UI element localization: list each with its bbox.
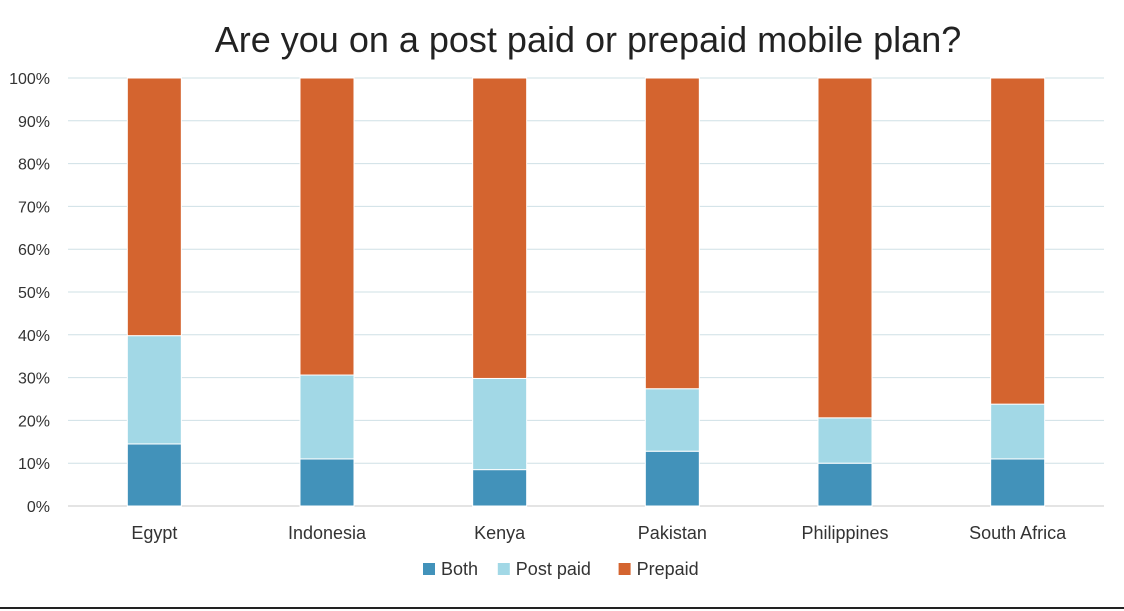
- y-tick-label: 80%: [18, 157, 50, 174]
- x-axis: Egypt Indonesia Kenya Pakistan Philippines So…: [131, 523, 1067, 543]
- bar-segment-post-paid: [126, 335, 182, 445]
- x-tick-label: Kenya: [474, 523, 526, 543]
- bar-segment-prepaid: [299, 77, 355, 376]
- y-tick-label: 10%: [18, 456, 50, 473]
- legend-swatch: [497, 563, 510, 575]
- legend-label: Prepaid: [637, 559, 699, 579]
- legend-label: Post paid: [516, 559, 591, 579]
- y-tick-label: 30%: [18, 371, 50, 388]
- bar-segment-post-paid: [817, 417, 873, 464]
- bar-segment-both: [644, 450, 700, 507]
- x-tick-label: Indonesia: [288, 523, 367, 543]
- bar-segment-both: [817, 462, 873, 507]
- bar-segment-prepaid: [472, 77, 528, 379]
- legend-label: Both: [441, 559, 478, 579]
- y-tick-label: 100%: [9, 71, 50, 88]
- bar-segment-both: [472, 469, 528, 507]
- bottom-border: [0, 607, 1124, 609]
- y-tick-label: 20%: [18, 413, 50, 430]
- x-tick-label: Egypt: [131, 523, 177, 543]
- bar-segment-post-paid: [472, 377, 528, 471]
- legend: Both Post paid Prepaid: [423, 559, 699, 579]
- x-tick-label: Pakistan: [638, 523, 707, 543]
- y-tick-label: 40%: [18, 328, 50, 345]
- bar-segment-post-paid: [990, 403, 1046, 460]
- legend-swatch: [618, 563, 631, 575]
- bar-segment-prepaid: [817, 77, 873, 419]
- bar-segment-both: [990, 458, 1046, 507]
- bar-segment-prepaid: [990, 77, 1046, 405]
- x-tick-label: South Africa: [969, 523, 1067, 543]
- y-axis: 0% 10% 20% 30% 40% 50% 60% 70% 80% 90% 100%: [9, 71, 50, 516]
- bar-segment-post-paid: [299, 374, 355, 460]
- chart-title: Are you on a post paid or prepaid mobile…: [215, 19, 962, 60]
- legend-swatch: [423, 563, 435, 575]
- bar-segment-prepaid: [126, 77, 182, 337]
- bar-segment-both: [126, 443, 182, 507]
- bar-segment-both: [299, 458, 355, 507]
- bar-segment-prepaid: [644, 77, 700, 390]
- bars: [126, 77, 1046, 507]
- x-tick-label: Philippines: [801, 523, 888, 543]
- y-tick-label: 70%: [18, 199, 50, 216]
- bar-segment-post-paid: [644, 388, 700, 452]
- gridlines: [68, 77, 1104, 507]
- y-tick-label: 60%: [18, 242, 50, 259]
- y-tick-label: 0%: [27, 499, 50, 516]
- y-tick-label: 90%: [18, 114, 50, 131]
- y-tick-label: 50%: [18, 285, 50, 302]
